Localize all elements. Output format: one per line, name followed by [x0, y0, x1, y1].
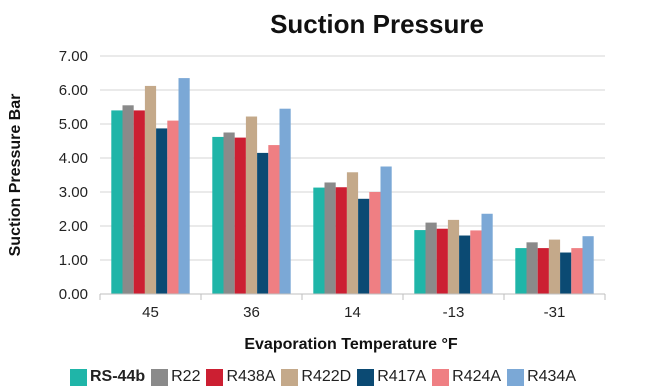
bar-r417a-36	[257, 152, 269, 294]
bar-r438a--13	[436, 228, 448, 294]
bar-r434a-45	[178, 78, 190, 294]
bar-r417a--13	[459, 235, 471, 294]
y-tick-labels: 0.00 1.00 2.00 3.00 4.00 5.00 6.00 7.00	[59, 48, 88, 303]
bar-r422d--31	[548, 239, 561, 294]
bar-r422d-14	[346, 172, 359, 294]
y-tick-label: 0.00	[59, 286, 88, 303]
x-tick-label: 14	[344, 304, 361, 321]
bar-r417a--31	[560, 252, 572, 294]
bar-r438a-45	[133, 110, 145, 295]
legend-item-r434a: R434A	[507, 368, 576, 386]
legend-item-r22: R22	[151, 368, 200, 386]
y-tick-label: 5.00	[59, 116, 88, 133]
legend-swatch	[281, 368, 299, 386]
bars	[111, 78, 594, 295]
bar-r434a-14	[380, 166, 392, 294]
bar-r22-45	[122, 105, 134, 294]
bar-rs-44b-36	[212, 136, 224, 294]
y-tick-label: 1.00	[59, 252, 88, 269]
bar-r22-36	[223, 132, 235, 294]
bar-r438a-14	[335, 187, 347, 294]
bar-r434a-36	[279, 108, 291, 294]
y-tick-label: 2.00	[59, 218, 88, 235]
x-tick-label: -31	[544, 304, 566, 321]
bar-rs-44b-14	[313, 187, 325, 294]
bar-chart: Suction Pressure 0.00 1.00 2.00 3.00 4.00 5.0…	[7, 9, 606, 353]
bar-r422d-45	[144, 85, 157, 294]
legend-label: R438A	[226, 368, 276, 385]
y-tick-label: 4.00	[59, 150, 88, 167]
legend-swatch	[432, 368, 450, 386]
x-tick-label: -13	[443, 304, 465, 321]
y-tick-label: 7.00	[59, 48, 88, 65]
legend-label: R22	[171, 368, 201, 385]
legend-swatch	[357, 368, 375, 386]
chart-title: Suction Pressure	[270, 9, 484, 39]
legend-item-r422d: R422D	[281, 368, 351, 386]
bar-r22-14	[324, 182, 336, 294]
legend-swatch	[507, 368, 525, 386]
legend-swatch	[70, 368, 87, 386]
bar-r424a-36	[268, 145, 280, 294]
legend-swatch	[151, 368, 169, 386]
y-tick-label: 3.00	[59, 184, 88, 201]
bar-r422d--13	[447, 219, 460, 294]
bar-r434a--13	[481, 213, 493, 294]
legend-label: R417A	[377, 368, 427, 385]
bar-r424a--13	[470, 230, 482, 294]
legend-item-r438a: R438A	[206, 368, 275, 386]
legend-item-r424a: R424A	[432, 368, 501, 386]
y-tick-label: 6.00	[59, 82, 88, 99]
legend-label: R424A	[452, 368, 502, 385]
bar-r22--31	[526, 242, 538, 294]
bar-rs-44b--31	[515, 248, 527, 294]
x-tick-labels: 45 36 14 -13 -31	[142, 304, 565, 321]
legend-swatch	[206, 368, 224, 386]
bar-rs-44b-45	[111, 110, 123, 295]
x-tick-label: 36	[243, 304, 260, 321]
bar-r417a-14	[358, 198, 370, 294]
x-tick-label: 45	[142, 304, 159, 321]
legend-item-rs-44b: RS-44b	[70, 368, 145, 386]
axes	[99, 293, 606, 300]
x-axis-label: Evaporation Temperature °F	[244, 336, 457, 353]
y-axis-label: Suction Pressure Bar	[7, 94, 24, 257]
bar-r22--13	[425, 222, 437, 294]
bar-r424a--31	[571, 248, 583, 294]
legend-label: R422D	[301, 368, 352, 385]
bar-r424a-45	[167, 120, 179, 294]
legend-label: R434A	[527, 368, 576, 385]
bar-r424a-14	[369, 192, 381, 294]
bar-r434a--31	[582, 236, 594, 294]
bar-r417a-45	[156, 128, 168, 294]
bar-r422d-36	[245, 116, 258, 295]
legend-item-r417a: R417A	[357, 368, 426, 386]
bar-rs-44b--13	[414, 230, 426, 294]
bar-r438a-36	[234, 137, 246, 294]
legend-label: RS-44b	[90, 368, 146, 385]
chart-legend: RS-44b R22 R438A R422D R417A R424A R434A	[70, 366, 660, 388]
bar-r438a--31	[537, 248, 549, 294]
